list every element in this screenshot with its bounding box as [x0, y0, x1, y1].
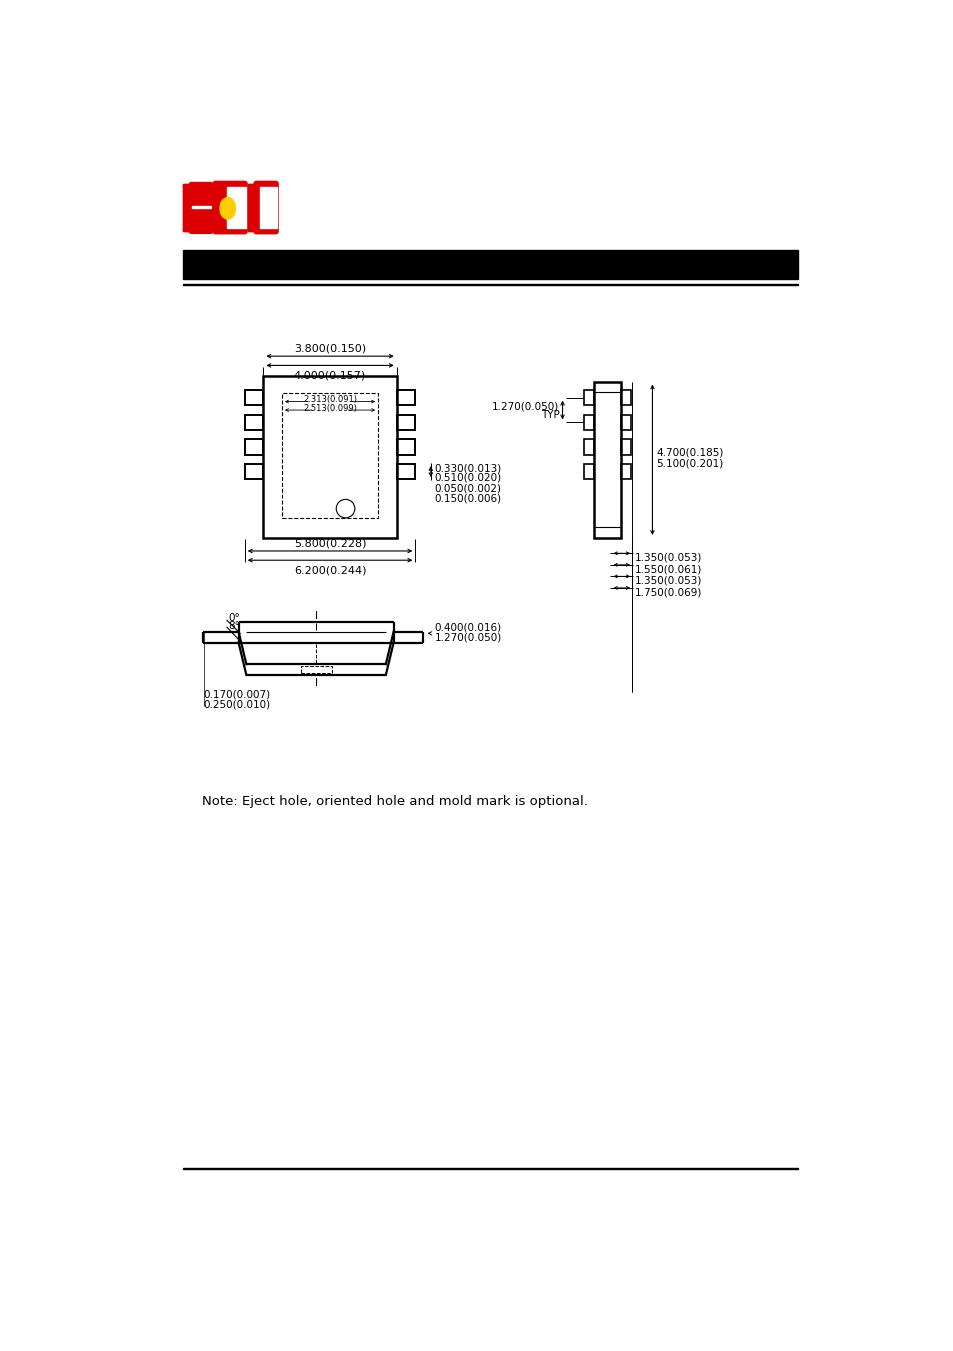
Text: 1.550(0.061): 1.550(0.061)	[634, 565, 701, 574]
Text: 3.800(0.150): 3.800(0.150)	[294, 343, 366, 354]
Bar	[245, 439, 263, 455]
Bar	[183, 251, 798, 280]
FancyBboxPatch shape	[213, 181, 247, 234]
Bar	[396, 463, 415, 480]
Text: 0.510(0.020): 0.510(0.020)	[434, 473, 500, 482]
Text: 1.350(0.053): 1.350(0.053)	[634, 553, 701, 563]
Bar	[183, 184, 193, 231]
Text: 1.270(0.050): 1.270(0.050)	[435, 634, 501, 643]
Text: 6.200(0.244): 6.200(0.244)	[294, 565, 366, 576]
Bar	[620, 415, 630, 430]
Bar	[620, 390, 630, 405]
Text: 4.700(0.185): 4.700(0.185)	[656, 447, 723, 458]
Text: 2.513(0.099): 2.513(0.099)	[303, 404, 356, 413]
FancyBboxPatch shape	[190, 182, 213, 209]
Text: 0°: 0°	[229, 613, 240, 623]
Bar	[248, 184, 258, 231]
Bar	[263, 376, 396, 538]
Bar	[396, 390, 415, 405]
Text: 1.350(0.053): 1.350(0.053)	[634, 576, 701, 586]
Bar	[396, 415, 415, 430]
Text: 1.270(0.050): 1.270(0.050)	[492, 401, 558, 411]
Text: 0.170(0.007): 0.170(0.007)	[203, 689, 270, 700]
Text: 0.330(0.013): 0.330(0.013)	[434, 463, 500, 474]
FancyBboxPatch shape	[253, 181, 278, 234]
Bar	[248, 184, 257, 231]
Text: 0.050(0.002): 0.050(0.002)	[434, 484, 500, 493]
Text: 0.400(0.016): 0.400(0.016)	[435, 623, 501, 634]
Bar	[282, 393, 377, 517]
Bar	[620, 463, 630, 480]
Bar	[260, 186, 277, 228]
Text: TYP: TYP	[540, 411, 558, 420]
Bar	[583, 463, 593, 480]
Ellipse shape	[220, 197, 235, 219]
Bar	[620, 439, 630, 455]
Bar	[396, 439, 415, 455]
Bar	[583, 439, 593, 455]
Bar	[245, 415, 263, 430]
Bar	[593, 381, 620, 538]
FancyBboxPatch shape	[190, 205, 213, 234]
Text: l: l	[314, 611, 317, 620]
Text: 4.000(0.157): 4.000(0.157)	[294, 370, 366, 381]
Bar	[245, 463, 263, 480]
Text: 0.150(0.006): 0.150(0.006)	[434, 493, 500, 504]
Bar	[583, 390, 593, 405]
Bar	[183, 184, 193, 231]
Bar	[245, 390, 263, 405]
Text: 1.750(0.069): 1.750(0.069)	[634, 588, 701, 597]
Bar	[583, 415, 593, 430]
Bar	[227, 186, 246, 228]
Text: l: l	[314, 678, 317, 688]
Bar	[192, 205, 211, 208]
Text: 5.800(0.228): 5.800(0.228)	[294, 538, 366, 549]
Text: 0.250(0.010): 0.250(0.010)	[203, 700, 270, 709]
Bar	[183, 284, 798, 285]
Text: Note: Eject hole, oriented hole and mold mark is optional.: Note: Eject hole, oriented hole and mold…	[202, 794, 587, 808]
Text: 2.313(0.091): 2.313(0.091)	[303, 394, 356, 404]
Bar	[300, 666, 332, 673]
Bar	[183, 250, 798, 251]
Text: 8°: 8°	[229, 620, 240, 631]
Text: 5.100(0.201): 5.100(0.201)	[656, 458, 722, 469]
